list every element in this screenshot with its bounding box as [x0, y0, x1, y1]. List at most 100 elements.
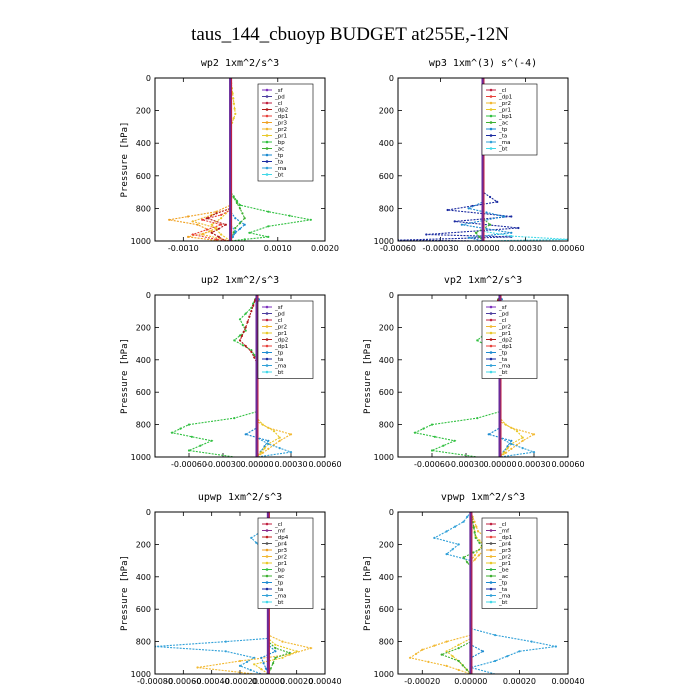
- y-tick-label: 600: [379, 172, 394, 181]
- legend-entry: _pr4: [274, 542, 288, 548]
- legend-marker: [489, 581, 493, 584]
- series-marker: [233, 417, 236, 420]
- series-marker: [478, 541, 481, 544]
- series-marker: [232, 117, 235, 120]
- panel-3: up2 1xm^2/s^3 Pressure [hPa] 0 200 400 600 800…: [120, 275, 342, 469]
- series-marker: [521, 436, 524, 439]
- legend-marker: [265, 338, 269, 341]
- x-tick-label: -0.00080: [137, 677, 173, 686]
- series-marker: [267, 210, 270, 213]
- series-marker: [425, 233, 428, 236]
- series-marker: [506, 447, 509, 450]
- legend-entry: _tp: [498, 351, 508, 357]
- series-marker: [232, 196, 235, 199]
- legend-entry: _ma: [274, 166, 286, 172]
- x-tick-label: -0.00030: [423, 244, 459, 253]
- series-line-pr1: [445, 512, 484, 674]
- legend-entry: _dp1: [498, 95, 512, 101]
- series-marker: [278, 439, 281, 442]
- legend-entry: _pd: [274, 312, 285, 318]
- series-marker: [187, 449, 191, 452]
- legend-marker: [265, 542, 269, 545]
- series-marker: [220, 213, 223, 216]
- x-tick-label: 0.00020: [280, 677, 313, 686]
- legend-marker: [265, 535, 269, 539]
- legend-marker: [265, 305, 269, 309]
- legend-entry: _pr1: [274, 331, 287, 337]
- series-marker: [510, 442, 513, 446]
- legend-entry: _ma: [498, 140, 510, 146]
- legend-entry: _bp: [274, 140, 285, 146]
- legend-marker: [489, 522, 493, 526]
- series-marker: [478, 235, 481, 238]
- legend-entry: _cl: [274, 522, 283, 528]
- series-marker: [489, 223, 492, 226]
- legend-marker: [489, 600, 493, 604]
- series-marker: [445, 664, 448, 668]
- series-marker: [224, 640, 227, 643]
- x-tick-label: -0.00060: [380, 244, 416, 253]
- series-marker: [220, 233, 223, 236]
- legend-marker: [489, 88, 493, 92]
- series-marker: [472, 526, 475, 529]
- legend-entry: _pr1: [498, 331, 511, 337]
- series-marker: [267, 225, 270, 228]
- series-marker: [264, 667, 268, 670]
- series-marker: [272, 430, 276, 433]
- series-marker: [210, 231, 213, 234]
- y-tick-label: 0: [389, 508, 394, 517]
- series-marker: [489, 195, 492, 199]
- x-tick-label: 0.00060: [551, 460, 584, 469]
- series-marker: [238, 659, 242, 663]
- series-marker: [274, 650, 277, 653]
- series-marker: [461, 664, 464, 667]
- legend-entry: _tp: [274, 153, 284, 159]
- legend-entry: _dp4: [274, 535, 289, 541]
- series-marker: [215, 238, 218, 241]
- series-marker: [515, 430, 519, 433]
- legend-marker: [489, 574, 493, 578]
- series-marker: [415, 652, 418, 655]
- series-marker: [238, 222, 242, 225]
- panel-title: wp2 1xm^2/s^3: [201, 58, 279, 69]
- legend-marker: [265, 568, 269, 571]
- series-marker: [233, 107, 236, 110]
- legend-entry: _sf: [498, 305, 508, 311]
- legend-marker: [265, 529, 269, 532]
- legend-marker: [265, 318, 269, 322]
- series-marker: [241, 323, 244, 327]
- series-line-pr2: [408, 512, 492, 674]
- legend-marker: [265, 370, 269, 374]
- plot-frame: [397, 77, 569, 242]
- series-marker: [241, 344, 244, 347]
- series-marker: [278, 447, 281, 450]
- series-marker: [179, 427, 182, 430]
- series-marker: [217, 235, 220, 238]
- series-marker: [263, 447, 266, 450]
- legend-entry: _dp1: [274, 344, 288, 350]
- legend-marker: [489, 305, 493, 309]
- legend-marker: [265, 581, 269, 584]
- series-marker: [170, 431, 174, 434]
- series-marker: [462, 520, 465, 523]
- series-marker: [272, 662, 275, 665]
- panel-title: up2 1xm^2/s^3: [201, 275, 279, 286]
- series-marker: [243, 238, 246, 241]
- series-marker: [430, 423, 434, 426]
- series-marker: [241, 212, 244, 215]
- series-line-tp: [470, 512, 485, 674]
- legend-marker: [489, 121, 493, 124]
- series-marker: [504, 423, 507, 426]
- legend-marker: [265, 364, 269, 367]
- series-marker: [462, 556, 465, 559]
- legend-marker: [489, 318, 493, 322]
- y-tick-label: 400: [136, 139, 151, 148]
- legend: _sf_pd_cl_pr2_pr1_dp2_dp1_tp_ta_ma_bt: [481, 300, 538, 379]
- legend-marker: [265, 134, 269, 137]
- series-marker: [238, 339, 242, 342]
- y-tick-label: 600: [136, 605, 151, 614]
- x-tick-label: 0.00000: [483, 460, 516, 469]
- legend-marker: [265, 548, 269, 552]
- series-marker: [427, 660, 430, 664]
